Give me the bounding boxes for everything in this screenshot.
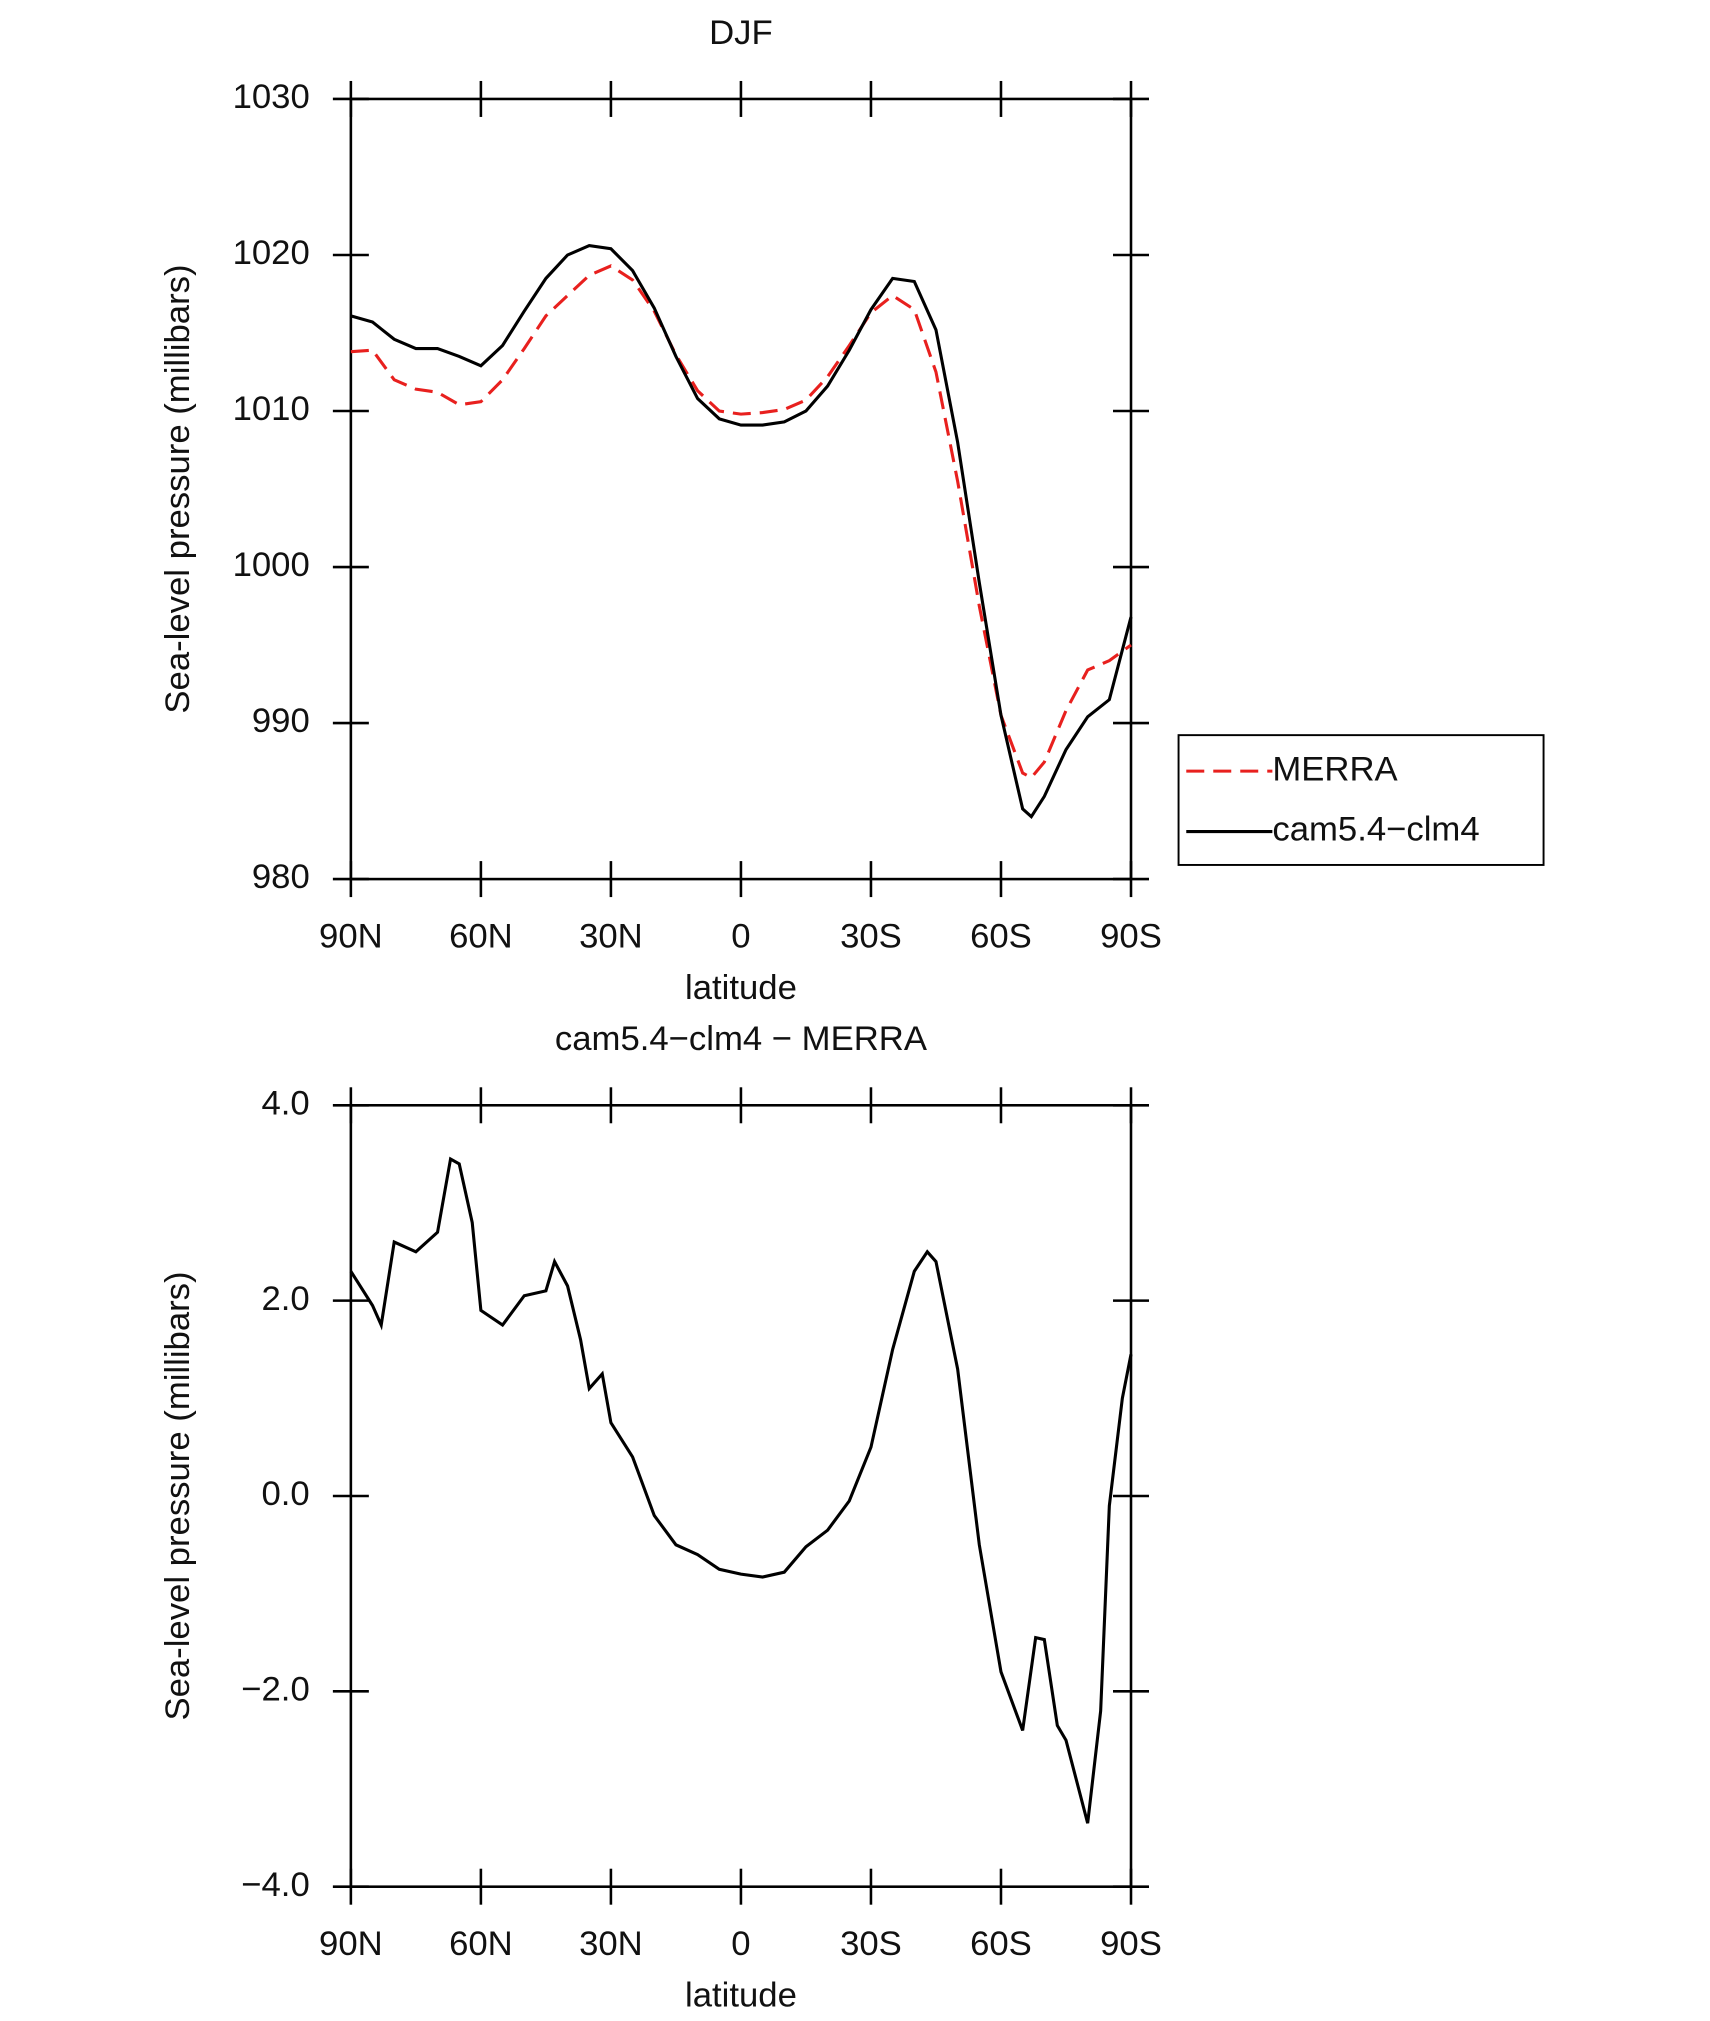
x-tick-label: 0 — [731, 917, 750, 955]
legend-box — [1177, 734, 1545, 866]
x-tick-label: 60S — [970, 1925, 1032, 1963]
chart-title: DJF — [709, 14, 773, 52]
data-line — [350, 264, 1132, 780]
y-tick-label: 1020 — [233, 234, 310, 272]
data-line — [350, 244, 1133, 820]
x-tick-label: 90S — [1100, 1925, 1162, 1963]
x-tick-label: 30S — [840, 917, 902, 955]
x-tick-label: 30S — [840, 1925, 902, 1963]
y-tick-label: 1010 — [233, 390, 310, 428]
y-tick-label: 1000 — [233, 546, 310, 584]
x-tick-label: 60N — [449, 1925, 513, 1963]
y-tick-label: 0.0 — [262, 1475, 310, 1513]
plot-frame — [349, 97, 1133, 881]
chart-title: cam5.4−clm4 − MERRA — [555, 1020, 928, 1058]
y-tick-label: −2.0 — [241, 1671, 309, 1709]
y-axis-label: Sea-level pressure (millibars) — [159, 264, 197, 713]
x-tick-label: 30N — [579, 1925, 643, 1963]
x-tick-label: 30N — [579, 917, 643, 955]
y-tick-label: 980 — [252, 858, 310, 896]
y-tick-label: −4.0 — [241, 1866, 309, 1904]
plot-frame — [349, 1103, 1133, 1888]
y-tick-label: 4.0 — [262, 1084, 310, 1122]
x-tick-label: 60N — [449, 917, 513, 955]
x-tick-label: 90S — [1100, 917, 1162, 955]
data-line — [349, 1156, 1133, 1824]
y-tick-label: 990 — [252, 702, 310, 740]
x-tick-label: 0 — [731, 1925, 750, 1963]
legend-label: cam5.4−clm4 — [1272, 811, 1479, 849]
x-axis-label: latitude — [685, 1976, 797, 2014]
y-axis-label: Sea-level pressure (millibars) — [159, 1271, 197, 1720]
y-tick-label: 1030 — [233, 78, 310, 116]
x-axis-label: latitude — [685, 969, 797, 1007]
x-tick-label: 90N — [319, 1925, 383, 1963]
legend-label: MERRA — [1272, 750, 1398, 788]
y-tick-label: 2.0 — [262, 1280, 310, 1318]
x-tick-label: 90N — [319, 917, 383, 955]
x-tick-label: 60S — [970, 917, 1032, 955]
